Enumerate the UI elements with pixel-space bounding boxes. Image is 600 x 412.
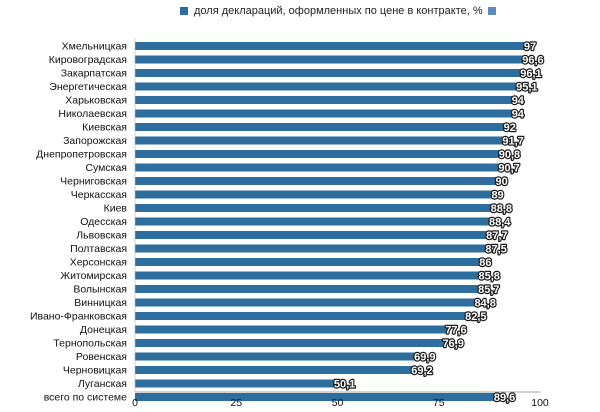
category-label: всего по системе	[44, 392, 127, 404]
category-label: Ровенская	[76, 351, 127, 363]
category-label: Волынская	[73, 284, 127, 296]
bar	[135, 177, 500, 185]
data-label: 90,8	[499, 149, 520, 161]
category-label: Донецкая	[80, 324, 127, 336]
data-label: 96,6	[522, 55, 543, 67]
data-label: 95,1	[516, 82, 537, 94]
legend-label: доля деклараций, оформленных по цене в к…	[194, 5, 483, 17]
data-label: 91,7	[502, 136, 523, 148]
category-label: Луганская	[78, 378, 127, 390]
bar	[135, 352, 419, 361]
data-label: 89	[491, 190, 503, 202]
category-label: Тернопольская	[53, 338, 127, 350]
bar	[135, 109, 516, 118]
legend-item-extra	[488, 4, 502, 18]
bar	[135, 366, 416, 374]
category-label: Винницкая	[74, 297, 127, 309]
bar	[135, 339, 447, 347]
legend-item-series: доля деклараций, оформленных по цене в к…	[180, 4, 483, 18]
data-label: 85,7	[478, 284, 499, 296]
category-label: Черниговская	[60, 176, 127, 188]
bar	[135, 69, 525, 77]
bar	[135, 312, 470, 320]
bar	[135, 123, 508, 131]
x-tick-label: 0	[132, 397, 138, 409]
bar	[135, 96, 516, 104]
data-label: 87,7	[486, 230, 507, 242]
data-label: 77,6	[445, 325, 466, 337]
bar	[135, 150, 503, 158]
bar	[135, 190, 496, 199]
legend: доля деклараций, оформленных по цене в к…	[0, 4, 600, 20]
bar	[135, 136, 507, 145]
data-label: 85,8	[478, 271, 499, 283]
x-tick-label: 100	[531, 397, 549, 409]
bar	[135, 42, 528, 50]
data-label: 82,5	[465, 311, 486, 323]
category-label: Львовская	[76, 230, 127, 242]
x-tick-label: 25	[230, 397, 242, 409]
data-label: 84,8	[474, 298, 495, 310]
legend-swatch-extra	[488, 7, 496, 15]
bar	[135, 379, 338, 388]
data-label: 69,9	[414, 352, 435, 364]
category-label: Запорожская	[63, 135, 127, 147]
category-label: Киев	[104, 203, 128, 215]
x-tick-label: 50	[332, 397, 344, 409]
data-label: 97	[524, 41, 536, 53]
category-label: Днепропетровская	[36, 149, 127, 161]
data-label: 50,1	[334, 379, 355, 391]
category-label: Одесская	[80, 216, 127, 228]
bar	[135, 55, 527, 64]
x-tick-label: 75	[433, 397, 445, 409]
category-label: Киевская	[82, 122, 127, 134]
bar	[135, 258, 484, 266]
bar	[135, 204, 495, 212]
category-label: Ивано-Франковская	[30, 311, 127, 323]
category-label: Николаевская	[58, 108, 127, 120]
category-label: Полтавская	[70, 243, 127, 255]
category-label: Сумская	[85, 162, 127, 174]
bar	[135, 217, 494, 226]
data-label: 86	[479, 257, 491, 269]
bar	[135, 82, 521, 91]
data-label: 90,7	[498, 163, 519, 175]
data-label: 94	[512, 95, 525, 107]
category-label: Херсонская	[70, 257, 127, 269]
bar	[135, 298, 479, 307]
bar	[135, 271, 483, 280]
data-label: 88,8	[491, 203, 512, 215]
data-label: 94	[512, 109, 525, 121]
bar	[135, 163, 503, 172]
bar	[135, 244, 490, 253]
data-label: 89,6	[494, 392, 515, 404]
category-label: Энергетическая	[49, 81, 127, 93]
category-label: Кировоградская	[49, 54, 127, 66]
data-label: 88,4	[489, 217, 511, 229]
bar	[135, 393, 498, 401]
legend-swatch	[180, 7, 188, 15]
category-label: Харьковская	[65, 95, 127, 107]
data-label: 90	[496, 176, 508, 188]
data-label: 76,9	[442, 338, 463, 350]
bar	[135, 285, 483, 293]
data-label: 87,5	[485, 244, 506, 256]
data-label: 92	[504, 122, 516, 134]
data-label: 69,2	[411, 365, 432, 377]
bar	[135, 325, 450, 334]
category-label: Черновицкая	[63, 365, 127, 377]
category-label: Закарпатская	[61, 68, 127, 80]
category-label: Хмельницкая	[62, 41, 127, 53]
category-label: Житомирская	[60, 270, 127, 282]
data-label: 96,1	[520, 68, 541, 80]
bar	[135, 231, 491, 239]
category-label: Черкасская	[71, 189, 127, 201]
